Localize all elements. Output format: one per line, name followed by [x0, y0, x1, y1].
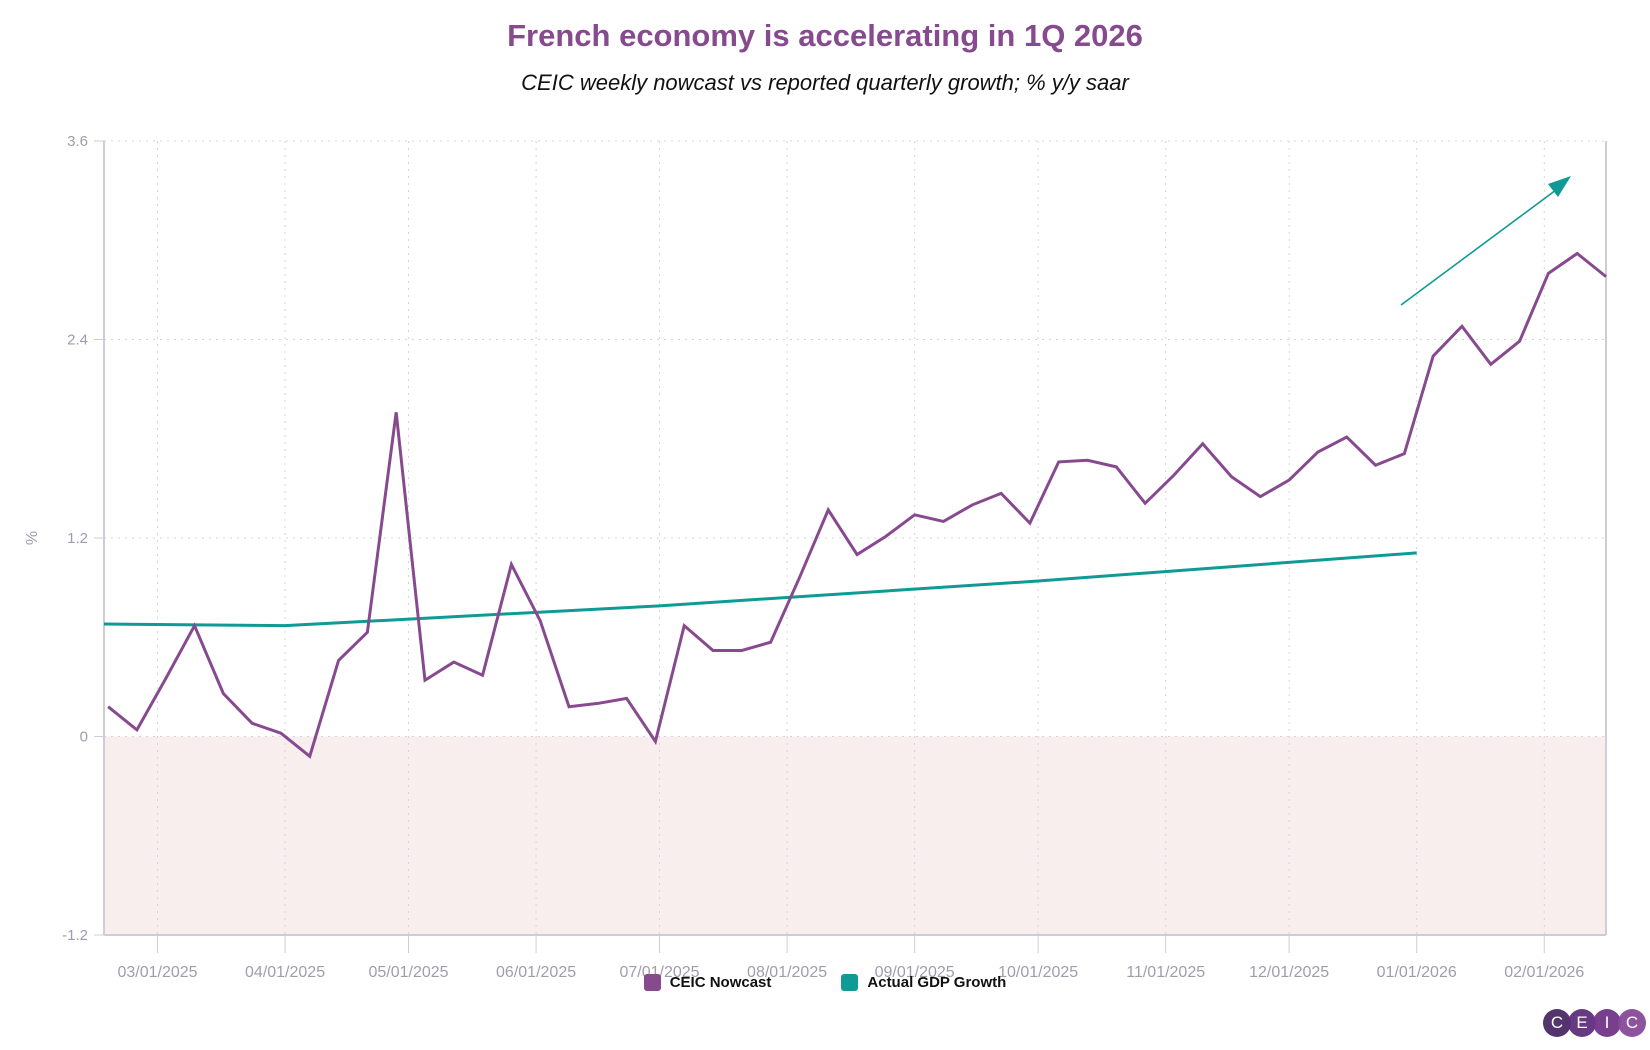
y-tick-label: 1.2 — [67, 530, 88, 547]
x-tick-label: 10/01/2025 — [998, 964, 1078, 981]
x-tick-label: 07/01/2025 — [619, 964, 699, 981]
y-tick-label: 3.6 — [67, 133, 88, 150]
y-axis-label: % — [24, 531, 41, 545]
logo-letter: C — [1543, 1009, 1571, 1037]
x-tick-label: 11/01/2025 — [1126, 964, 1205, 981]
series-line-actual-gdp-growth — [103, 551, 1417, 628]
legend-label-gdp: Actual GDP Growth — [867, 974, 1007, 991]
legend: CEIC Nowcast Actual GDP Growth — [0, 974, 1650, 991]
x-tick-label: 06/01/2025 — [496, 964, 576, 981]
logo-letter: C — [1618, 1009, 1646, 1037]
x-tick-label: 04/01/2025 — [245, 964, 325, 981]
x-tick-label: 02/01/2026 — [1504, 964, 1584, 981]
chart-title: French economy is accelerating in 1Q 202… — [507, 18, 1143, 53]
legend-item-gdp[interactable]: Actual GDP Growth — [841, 974, 1006, 991]
legend-label-nowcast: CEIC Nowcast — [669, 974, 772, 991]
legend-item-nowcast[interactable]: CEIC Nowcast — [643, 974, 772, 991]
y-tick-label: 0 — [80, 729, 88, 746]
legend-swatch-gdp — [841, 974, 859, 991]
series-line-ceic-nowcast — [107, 251, 1607, 759]
logo-letter: I — [1593, 1009, 1621, 1037]
trend-arrow-head — [1548, 176, 1571, 197]
y-tick-label: -1.2 — [62, 927, 88, 944]
logo-letter: E — [1568, 1009, 1596, 1037]
trend-arrow-line — [1400, 186, 1561, 306]
chart-subtitle: CEIC weekly nowcast vs reported quarterl… — [521, 70, 1129, 95]
legend-swatch-nowcast — [643, 974, 661, 991]
negative-region — [104, 736, 1606, 935]
x-tick-label: 01/01/2026 — [1377, 964, 1457, 981]
x-tick-label: 08/01/2025 — [747, 964, 827, 981]
x-tick-label: 03/01/2025 — [117, 964, 197, 981]
x-tick-label: 09/01/2025 — [875, 964, 955, 981]
x-tick-label: 05/01/2025 — [368, 964, 448, 981]
x-tick-label: 12/01/2025 — [1249, 964, 1329, 981]
y-tick-label: 2.4 — [67, 332, 88, 349]
